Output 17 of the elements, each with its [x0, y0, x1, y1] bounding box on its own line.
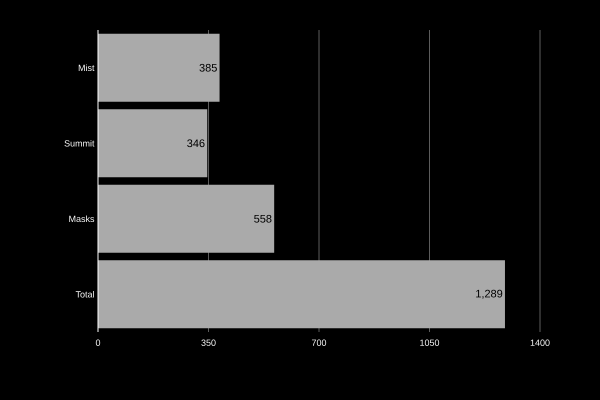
bar [98, 184, 274, 253]
data-label: 1,289 [476, 290, 502, 299]
y-tick-label: Mist [78, 64, 94, 72]
x-tick-label: 1400 [530, 340, 550, 346]
bar [98, 109, 208, 178]
y-tick-label: Total [76, 290, 94, 298]
x-tick-label: 700 [312, 340, 326, 346]
bar [98, 34, 220, 102]
data-label: 558 [254, 214, 272, 223]
x-tick-label: 1050 [420, 340, 440, 346]
x-tick-label: 350 [201, 340, 216, 346]
data-label: 346 [187, 139, 205, 148]
x-tick-label: 0 [96, 340, 100, 346]
bar [98, 260, 505, 328]
y-tick-label: Masks [69, 215, 94, 222]
y-tick-label: Summit [64, 140, 94, 147]
data-label: 385 [199, 64, 217, 72]
